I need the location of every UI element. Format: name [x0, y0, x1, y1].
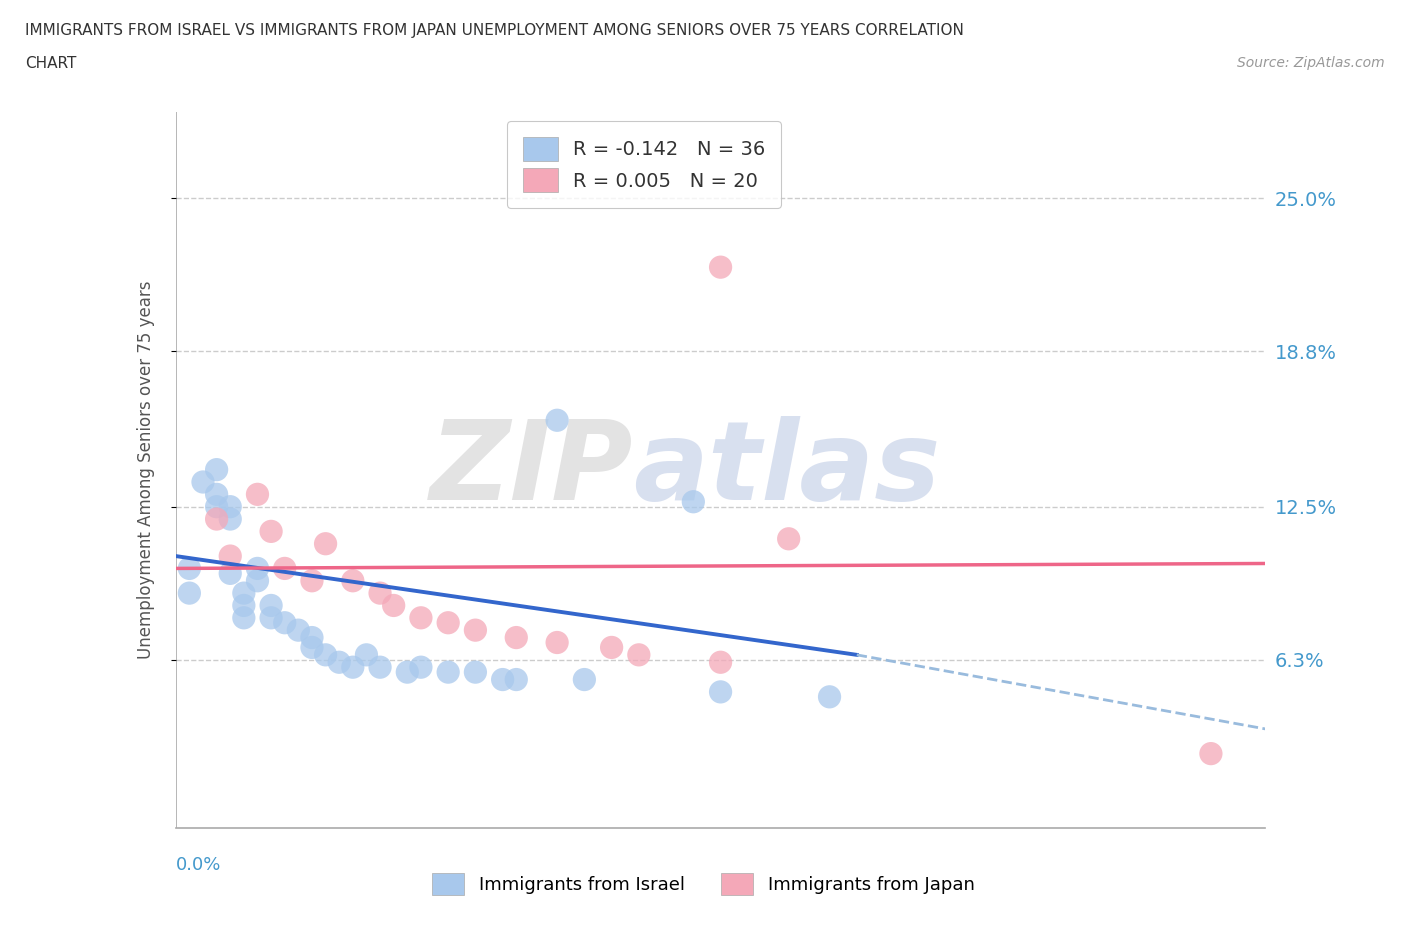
Point: [219, 499, 242, 514]
Legend: Immigrants from Israel, Immigrants from Japan: Immigrants from Israel, Immigrants from …: [418, 859, 988, 910]
Text: ZIP: ZIP: [430, 416, 633, 524]
Point: [437, 665, 460, 680]
Point: [409, 610, 432, 625]
Point: [219, 549, 242, 564]
Point: [396, 665, 419, 680]
Point: [232, 586, 254, 601]
Point: [246, 487, 269, 502]
Point: [710, 259, 733, 274]
Point: [464, 665, 486, 680]
Point: [246, 573, 269, 588]
Point: [682, 495, 704, 510]
Point: [205, 512, 228, 526]
Point: [205, 487, 228, 502]
Point: [260, 524, 283, 538]
Point: [328, 655, 350, 670]
Point: [368, 586, 391, 601]
Point: [505, 631, 527, 645]
Point: [274, 561, 297, 576]
Point: [818, 689, 841, 704]
Point: [179, 586, 201, 601]
Point: [600, 640, 623, 655]
Text: atlas: atlas: [633, 416, 941, 524]
Point: [574, 672, 596, 687]
Point: [260, 598, 283, 613]
Point: [546, 413, 568, 428]
Point: [342, 573, 364, 588]
Point: [260, 610, 283, 625]
Text: IMMIGRANTS FROM ISRAEL VS IMMIGRANTS FROM JAPAN UNEMPLOYMENT AMONG SENIORS OVER : IMMIGRANTS FROM ISRAEL VS IMMIGRANTS FRO…: [25, 23, 965, 38]
Point: [356, 647, 378, 662]
Legend: R = -0.142   N = 36, R = 0.005   N = 20: R = -0.142 N = 36, R = 0.005 N = 20: [508, 121, 782, 207]
Text: CHART: CHART: [25, 56, 77, 71]
Point: [409, 659, 432, 674]
Point: [464, 623, 486, 638]
Point: [710, 684, 733, 699]
Point: [546, 635, 568, 650]
Point: [710, 655, 733, 670]
Point: [505, 672, 527, 687]
Point: [492, 672, 515, 687]
Point: [627, 647, 650, 662]
Point: [205, 499, 228, 514]
Point: [382, 598, 405, 613]
Point: [179, 561, 201, 576]
Point: [778, 531, 800, 546]
Point: [246, 561, 269, 576]
Point: [219, 566, 242, 581]
Point: [219, 512, 242, 526]
Point: [315, 647, 337, 662]
Point: [232, 598, 254, 613]
Y-axis label: Unemployment Among Seniors over 75 years: Unemployment Among Seniors over 75 years: [136, 281, 155, 658]
Point: [315, 537, 337, 551]
Point: [205, 462, 228, 477]
Text: 0.0%: 0.0%: [176, 857, 221, 874]
Point: [1199, 746, 1222, 761]
Point: [232, 610, 254, 625]
Point: [301, 573, 323, 588]
Point: [437, 616, 460, 631]
Text: Source: ZipAtlas.com: Source: ZipAtlas.com: [1237, 56, 1385, 70]
Point: [368, 659, 391, 674]
Point: [191, 474, 214, 489]
Point: [287, 623, 309, 638]
Point: [301, 640, 323, 655]
Point: [301, 631, 323, 645]
Point: [274, 616, 297, 631]
Point: [342, 659, 364, 674]
